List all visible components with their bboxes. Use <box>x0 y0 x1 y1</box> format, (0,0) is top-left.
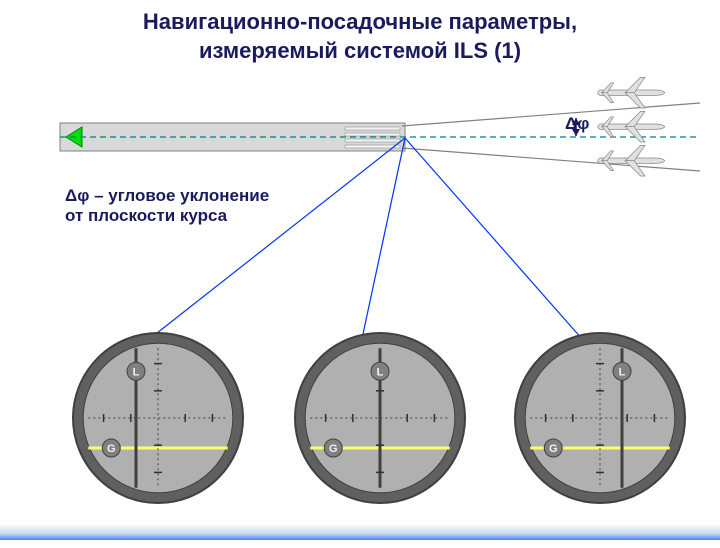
caption-delta-phi: Δφ – угловое уклонениеот плоскости курса <box>65 186 269 226</box>
svg-text:G: G <box>107 443 116 455</box>
svg-text:G: G <box>549 443 558 455</box>
svg-text:L: L <box>377 366 384 378</box>
footer-gradient <box>0 524 720 540</box>
svg-text:G: G <box>329 443 338 455</box>
diagram-canvas: L G L G L G <box>0 8 720 548</box>
delta-phi-label: Δφ <box>565 114 589 134</box>
svg-text:L: L <box>133 366 140 378</box>
svg-text:L: L <box>619 366 626 378</box>
